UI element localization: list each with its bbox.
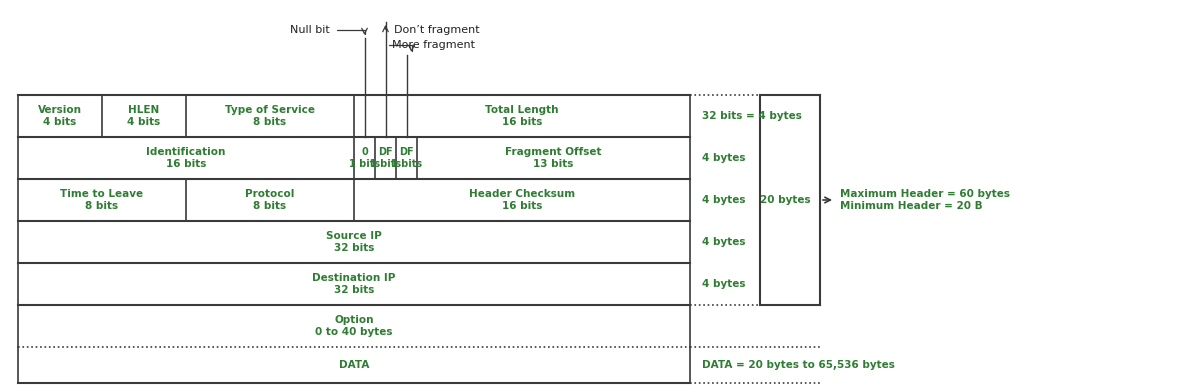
Text: Fragment Offset
13 bits: Fragment Offset 13 bits bbox=[505, 147, 601, 169]
Text: 4 bytes: 4 bytes bbox=[702, 237, 745, 247]
Text: Source IP
32 bits: Source IP 32 bits bbox=[326, 231, 382, 253]
Text: 32 bits = 4 bytes: 32 bits = 4 bytes bbox=[702, 111, 802, 121]
Text: DATA = 20 bytes to 65,536 bytes: DATA = 20 bytes to 65,536 bytes bbox=[702, 360, 895, 370]
Text: 20 bytes: 20 bytes bbox=[760, 195, 810, 205]
Text: HLEN
4 bits: HLEN 4 bits bbox=[127, 105, 161, 127]
Text: DF
1 bits: DF 1 bits bbox=[370, 147, 401, 169]
Text: More fragment: More fragment bbox=[391, 40, 474, 50]
Text: Identification
16 bits: Identification 16 bits bbox=[146, 147, 226, 169]
Text: DATA: DATA bbox=[338, 360, 370, 370]
Text: Type of Service
8 bits: Type of Service 8 bits bbox=[226, 105, 314, 127]
Text: Destination IP
32 bits: Destination IP 32 bits bbox=[312, 273, 396, 295]
Text: 4 bytes: 4 bytes bbox=[702, 195, 745, 205]
Text: Time to Leave
8 bits: Time to Leave 8 bits bbox=[60, 189, 144, 211]
Text: 4 bytes: 4 bytes bbox=[702, 279, 745, 289]
Text: Version
4 bits: Version 4 bits bbox=[38, 105, 82, 127]
Text: DF
1 bits: DF 1 bits bbox=[391, 147, 422, 169]
Text: Protocol
8 bits: Protocol 8 bits bbox=[245, 189, 295, 211]
Text: 4 bytes: 4 bytes bbox=[702, 153, 745, 163]
Text: Option
0 to 40 bytes: Option 0 to 40 bytes bbox=[316, 315, 392, 337]
Text: Don’t fragment: Don’t fragment bbox=[394, 25, 479, 35]
Text: Maximum Header = 60 bytes
Minimum Header = 20 B: Maximum Header = 60 bytes Minimum Header… bbox=[840, 189, 1010, 211]
Text: Total Length
16 bits: Total Length 16 bits bbox=[485, 105, 559, 127]
Text: Null bit: Null bit bbox=[289, 25, 330, 35]
Text: Header Checksum
16 bits: Header Checksum 16 bits bbox=[469, 189, 575, 211]
Text: 0
1 bits: 0 1 bits bbox=[349, 147, 380, 169]
